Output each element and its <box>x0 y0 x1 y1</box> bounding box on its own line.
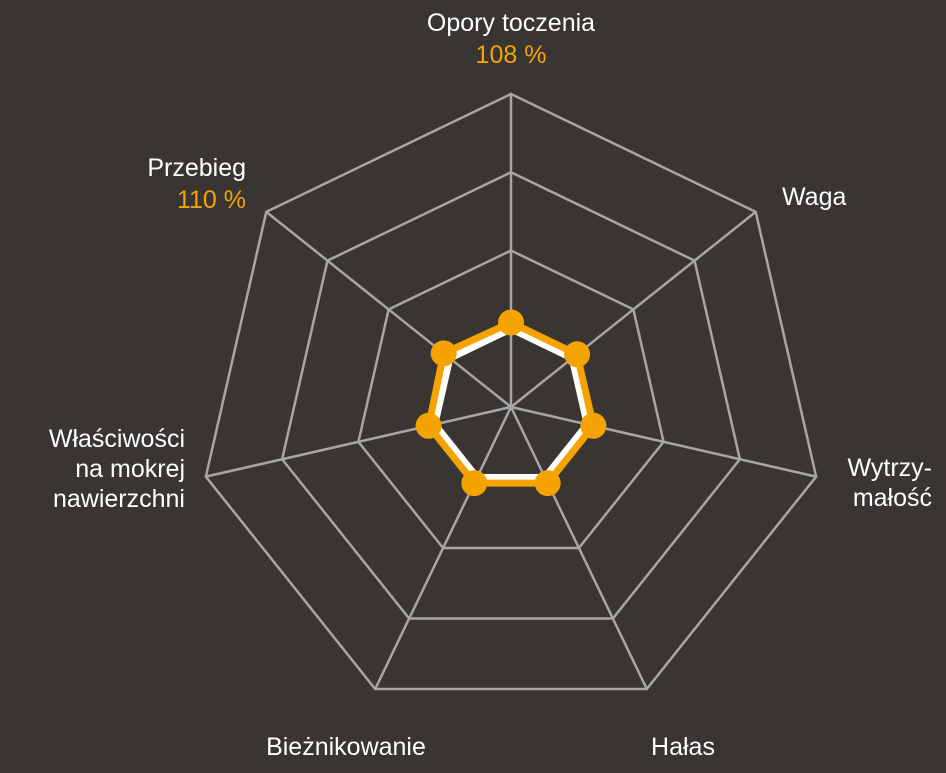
series-point-7 <box>430 340 457 367</box>
grid-spoke-5 <box>374 406 513 690</box>
series-point-1 <box>498 309 524 336</box>
axis-label-1: Opory toczenia <box>427 9 595 37</box>
axis-label-5: Bieżnikowanie <box>266 733 426 761</box>
radar-series <box>415 309 607 497</box>
grid-spoke-7 <box>265 210 512 408</box>
axis-label-6-line-2: na mokrej <box>75 455 185 483</box>
series-point-4 <box>534 470 561 497</box>
grid-ring-3 <box>280 170 742 620</box>
grid-spoke-4 <box>509 406 648 690</box>
axis-label-7: Przebieg <box>147 154 246 182</box>
axis-label-6-line-1: Właściwości <box>49 425 185 453</box>
axis-label-2: Waga <box>782 183 846 211</box>
series-line-2 <box>431 325 591 482</box>
axis-label-6-line-3: nawierzchni <box>53 485 185 513</box>
grid-ring-4 <box>204 92 818 691</box>
series-point-3 <box>580 412 607 439</box>
series-point-6 <box>415 412 442 439</box>
axis-label-4: Hałas <box>651 733 715 761</box>
grid-spoke-2 <box>510 210 757 408</box>
series-point-5 <box>461 470 488 497</box>
axis-labels: Opory toczenia 108 % Waga Wytrzy-małość Hała… <box>49 9 932 761</box>
radar-grid <box>204 92 818 691</box>
grid-ring-2 <box>357 249 665 550</box>
axis-label-3-line-1: Wytrzy- <box>848 454 932 482</box>
axis-label-3-line-2: małość <box>853 484 932 512</box>
value-label-7: 110 % <box>177 186 246 214</box>
value-label-1: 108 % <box>476 41 547 69</box>
grid-spoke-6 <box>205 405 512 478</box>
series-point-2 <box>564 341 591 368</box>
grid-spoke-3 <box>510 405 817 478</box>
